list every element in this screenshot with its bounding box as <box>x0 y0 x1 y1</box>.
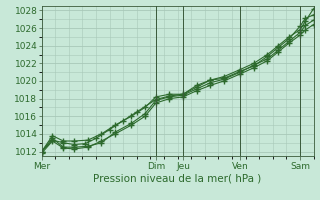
X-axis label: Pression niveau de la mer( hPa ): Pression niveau de la mer( hPa ) <box>93 173 262 183</box>
